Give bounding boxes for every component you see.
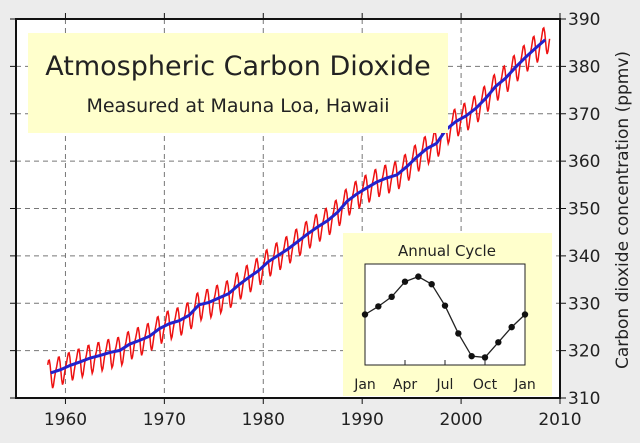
x-tick-label: 1990 — [341, 410, 384, 430]
inset-point — [508, 323, 515, 331]
y-tick-label: 340 — [568, 247, 600, 267]
inset-tick-label: Apr — [393, 377, 417, 393]
y-tick-label: 370 — [568, 105, 600, 125]
monthly-co2-line — [46, 26, 551, 389]
title-box — [28, 33, 448, 133]
inset-point — [481, 354, 489, 361]
inset-point — [455, 330, 462, 337]
inset-point — [361, 311, 369, 318]
annual-trend-line — [50, 38, 547, 375]
x-tick-label: 1960 — [44, 410, 87, 430]
inset-point — [521, 311, 529, 318]
y-tick-label: 350 — [568, 200, 600, 220]
y-tick-label: 310 — [568, 389, 600, 409]
x-tick-label: 2010 — [538, 410, 581, 430]
inset-point — [415, 273, 422, 280]
y-tick-label: 360 — [568, 152, 600, 172]
y-tick-label: 330 — [568, 294, 600, 314]
inset-point — [401, 278, 409, 285]
series-layer — [46, 26, 551, 389]
inset-point — [441, 302, 449, 309]
annual-cycle-inset: Annual Cycle Jan Apr Jul Oct Jan — [343, 233, 552, 396]
chart-title: Atmospheric Carbon Dioxide — [45, 51, 430, 82]
inset-title: Annual Cycle — [398, 242, 496, 260]
inset-point — [375, 303, 382, 310]
inset-point — [428, 281, 435, 288]
x-tick-label: 2000 — [439, 410, 482, 430]
inset-plot-area — [364, 263, 526, 366]
inset-tick-label: Jul — [436, 377, 454, 393]
inset-point — [495, 339, 502, 346]
y-tick-label: 390 — [568, 10, 600, 30]
chart-subtitle: Measured at Mauna Loa, Hawaii — [86, 95, 389, 117]
y-tick-label: 320 — [568, 342, 600, 362]
inset-tick-label: Jan — [353, 377, 376, 393]
inset-point — [468, 352, 475, 360]
inset-tick-label: Oct — [473, 377, 498, 393]
x-tick-label: 1970 — [143, 410, 186, 430]
y-tick-label: 380 — [568, 57, 600, 77]
y-axis-label: Carbon dioxide concentration (ppmv) — [613, 51, 633, 369]
x-tick-label: 1980 — [242, 410, 285, 430]
inset-tick-label: Jan — [513, 377, 536, 393]
inset-point — [388, 293, 395, 301]
